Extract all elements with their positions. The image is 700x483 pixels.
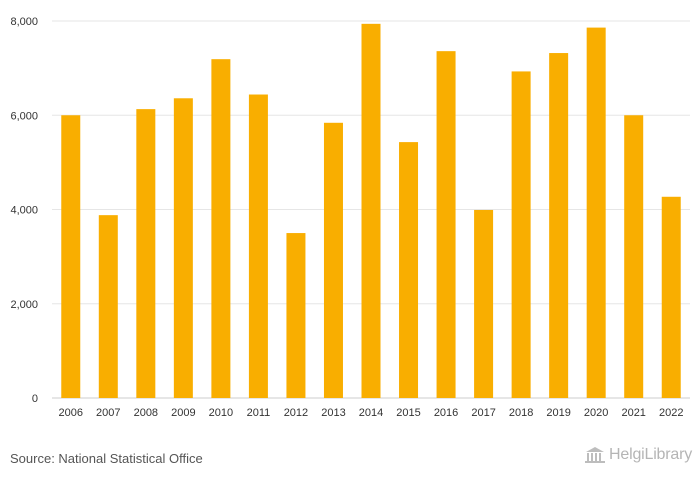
x-tick-label: 2020: [584, 407, 608, 419]
x-tick-label: 2013: [321, 407, 345, 419]
x-tick-label: 2012: [284, 407, 308, 419]
x-tick-label: 2018: [509, 407, 533, 419]
x-tick-label: 2010: [209, 407, 233, 419]
library-building-icon: [584, 446, 606, 464]
y-tick-label: 4,000: [10, 205, 38, 217]
chart-footer: Source: National Statistical Office Helg…: [0, 440, 700, 483]
bar: [61, 115, 81, 398]
bar: [399, 142, 419, 398]
x-tick-label: 2007: [96, 407, 120, 419]
x-tick-label: 2006: [59, 407, 83, 419]
x-tick-label: 2021: [621, 407, 645, 419]
bar: [286, 233, 306, 398]
bar: [323, 122, 343, 398]
x-tick-label: 2009: [171, 407, 195, 419]
bar: [361, 23, 381, 398]
bar: [586, 27, 606, 398]
bar: [549, 53, 569, 399]
x-tick-label: 2017: [471, 407, 495, 419]
bar: [511, 71, 531, 398]
bar: [248, 94, 268, 398]
logo-text: HelgiLibrary: [609, 446, 692, 463]
helgi-library-logo[interactable]: HelgiLibrary: [584, 446, 692, 464]
source-note: Source: National Statistical Office: [10, 451, 203, 466]
bar: [436, 51, 456, 398]
y-tick-label: 8,000: [10, 16, 38, 28]
x-tick-label: 2008: [134, 407, 158, 419]
bar: [211, 59, 231, 398]
bar: [173, 98, 193, 398]
x-tick-label: 2015: [396, 407, 420, 419]
bar-chart: 0 2,000 4,000 6,000 8,000 2006 2007 2008 2009 201…: [10, 16, 690, 419]
x-tick-label: 2016: [434, 407, 458, 419]
y-tick-label: 6,000: [10, 110, 38, 122]
y-tick-label: 2,000: [10, 299, 38, 311]
bar: [474, 209, 494, 398]
x-tick-label: 2011: [247, 407, 271, 419]
bar: [136, 109, 156, 398]
x-tick-label: 2019: [546, 407, 570, 419]
x-tick-label: 2014: [359, 407, 383, 419]
bar: [661, 196, 681, 398]
y-tick-label: 0: [32, 393, 38, 405]
bar: [624, 115, 644, 398]
x-tick-label: 2022: [659, 407, 683, 419]
bar: [98, 215, 118, 398]
